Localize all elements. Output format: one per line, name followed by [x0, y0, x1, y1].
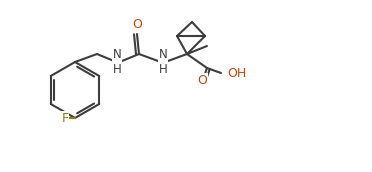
Text: O: O [197, 73, 207, 87]
Text: OH: OH [227, 67, 246, 79]
Text: N
H: N H [113, 48, 121, 76]
Text: N
H: N H [158, 48, 167, 76]
Text: O: O [132, 18, 142, 30]
Text: F: F [61, 111, 68, 125]
